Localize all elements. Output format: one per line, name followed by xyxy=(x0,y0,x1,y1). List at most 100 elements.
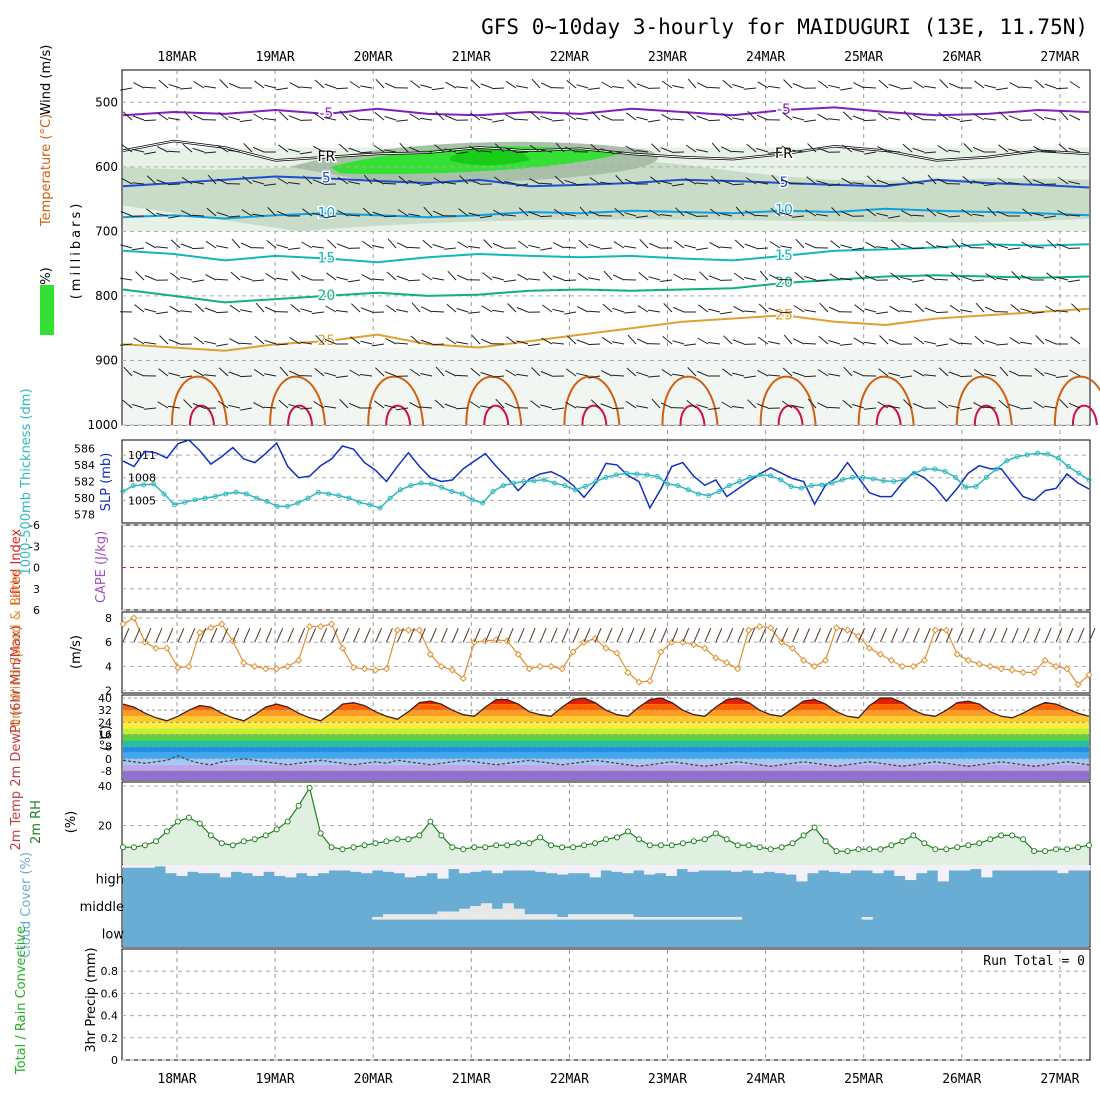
wind-barb xyxy=(240,407,253,411)
thickness-marker xyxy=(284,503,290,509)
wind-barb xyxy=(359,151,373,154)
wind-barb xyxy=(721,401,733,409)
wind-speed-marker xyxy=(339,644,347,652)
cloud-high-gap xyxy=(393,865,406,874)
cloud-high-gap xyxy=(426,865,438,874)
wind-speed-marker xyxy=(459,674,467,683)
wind-barb xyxy=(998,144,1009,153)
wind-barb xyxy=(759,270,769,281)
wind-barb xyxy=(696,82,709,89)
surface-wind-barb xyxy=(484,628,492,643)
hot-contour xyxy=(875,404,902,426)
thickness-marker xyxy=(994,466,1000,472)
surface-wind-barb xyxy=(122,628,130,643)
wind-barb xyxy=(516,307,529,313)
surface-wind-barb xyxy=(528,628,536,643)
rh2m-marker xyxy=(163,828,170,835)
wind-barb xyxy=(1023,175,1033,185)
wind-barb xyxy=(132,148,145,153)
wind-barb xyxy=(876,179,889,185)
wind-speed-marker xyxy=(920,656,928,664)
wind-barb xyxy=(663,303,673,313)
wind-barb xyxy=(817,369,829,377)
wind-barb xyxy=(1059,110,1069,121)
wind-barb xyxy=(951,238,961,249)
thickness-marker xyxy=(613,472,619,478)
isotherm-line-inner xyxy=(122,140,1090,161)
wind-barb xyxy=(1056,243,1069,249)
surface-wind-barb xyxy=(243,628,251,643)
surface-wind-barb xyxy=(364,628,371,643)
wind-barb xyxy=(744,277,757,281)
wind-barb xyxy=(275,343,289,346)
wind-barb xyxy=(600,403,613,409)
wind-barb xyxy=(291,271,301,281)
surface-wind-barb xyxy=(649,628,657,643)
wind-barb xyxy=(350,336,361,345)
wind-tick: 2 xyxy=(105,685,112,698)
date-label-bottom: 18MAR xyxy=(157,1072,196,1087)
wind-barb xyxy=(206,207,217,217)
surface-wind-barb xyxy=(353,628,360,643)
thickness-marker xyxy=(860,474,866,480)
wind-barb xyxy=(169,305,181,313)
wind-barb xyxy=(722,79,733,89)
wind-barb xyxy=(528,343,541,347)
rh2m-marker xyxy=(899,838,906,845)
wind-speed-marker xyxy=(317,622,325,631)
wind-barb xyxy=(804,242,817,249)
rh2m-marker xyxy=(438,832,445,839)
wind-barb xyxy=(494,176,505,185)
wind-barb xyxy=(576,372,589,377)
surface-wind-barb xyxy=(462,628,470,643)
cloud-middle-gap xyxy=(589,914,601,920)
surface-wind-barb xyxy=(956,628,964,643)
isotherm-label: 25 xyxy=(775,307,793,323)
wind-barb xyxy=(756,148,769,153)
thickness-marker xyxy=(202,495,208,501)
wind-barb xyxy=(900,375,913,379)
wind-barb xyxy=(529,178,541,185)
wind-barb xyxy=(279,366,289,377)
wind-barb xyxy=(323,150,337,153)
rh2m-marker xyxy=(207,832,214,839)
rh2m-marker xyxy=(416,832,423,839)
wind-barb xyxy=(661,113,673,121)
wind-speed-marker xyxy=(152,644,160,652)
wind-barb xyxy=(601,336,613,345)
surface-wind-barb xyxy=(825,628,833,643)
warm-contour xyxy=(367,375,425,426)
wind-barb xyxy=(470,79,481,89)
thickness-marker xyxy=(603,474,609,480)
wind-barb xyxy=(576,339,589,345)
wind-barb xyxy=(687,367,697,377)
wind-barb xyxy=(963,143,973,153)
wind-barb xyxy=(1009,337,1021,345)
surface-wind-barb xyxy=(440,628,448,643)
hot-contour xyxy=(777,404,804,426)
wind-barb xyxy=(576,84,589,89)
date-label-top: 20MAR xyxy=(354,50,393,65)
cloud-middle-gap xyxy=(546,914,558,920)
wind-speed-marker xyxy=(569,648,577,656)
wind-barb xyxy=(182,143,193,153)
wind-barb xyxy=(588,210,601,217)
thickness-marker xyxy=(521,479,527,484)
warm-contour xyxy=(1053,375,1100,426)
wind-barb xyxy=(611,407,625,410)
wind-barb xyxy=(471,334,481,345)
rh2m-marker xyxy=(811,824,818,831)
wind-barb xyxy=(1032,311,1045,314)
rh2m-marker xyxy=(910,832,917,839)
wind-barb xyxy=(803,342,817,345)
wind-barb xyxy=(1019,86,1033,89)
wind-barb xyxy=(433,177,445,185)
wind-speed-marker xyxy=(426,650,434,658)
wind-speed-marker xyxy=(393,626,401,634)
thickness-marker xyxy=(665,481,671,487)
wind-barb xyxy=(515,151,529,154)
wind-barb xyxy=(396,275,409,281)
warm-contour xyxy=(465,375,523,426)
wind-barb xyxy=(575,183,589,186)
